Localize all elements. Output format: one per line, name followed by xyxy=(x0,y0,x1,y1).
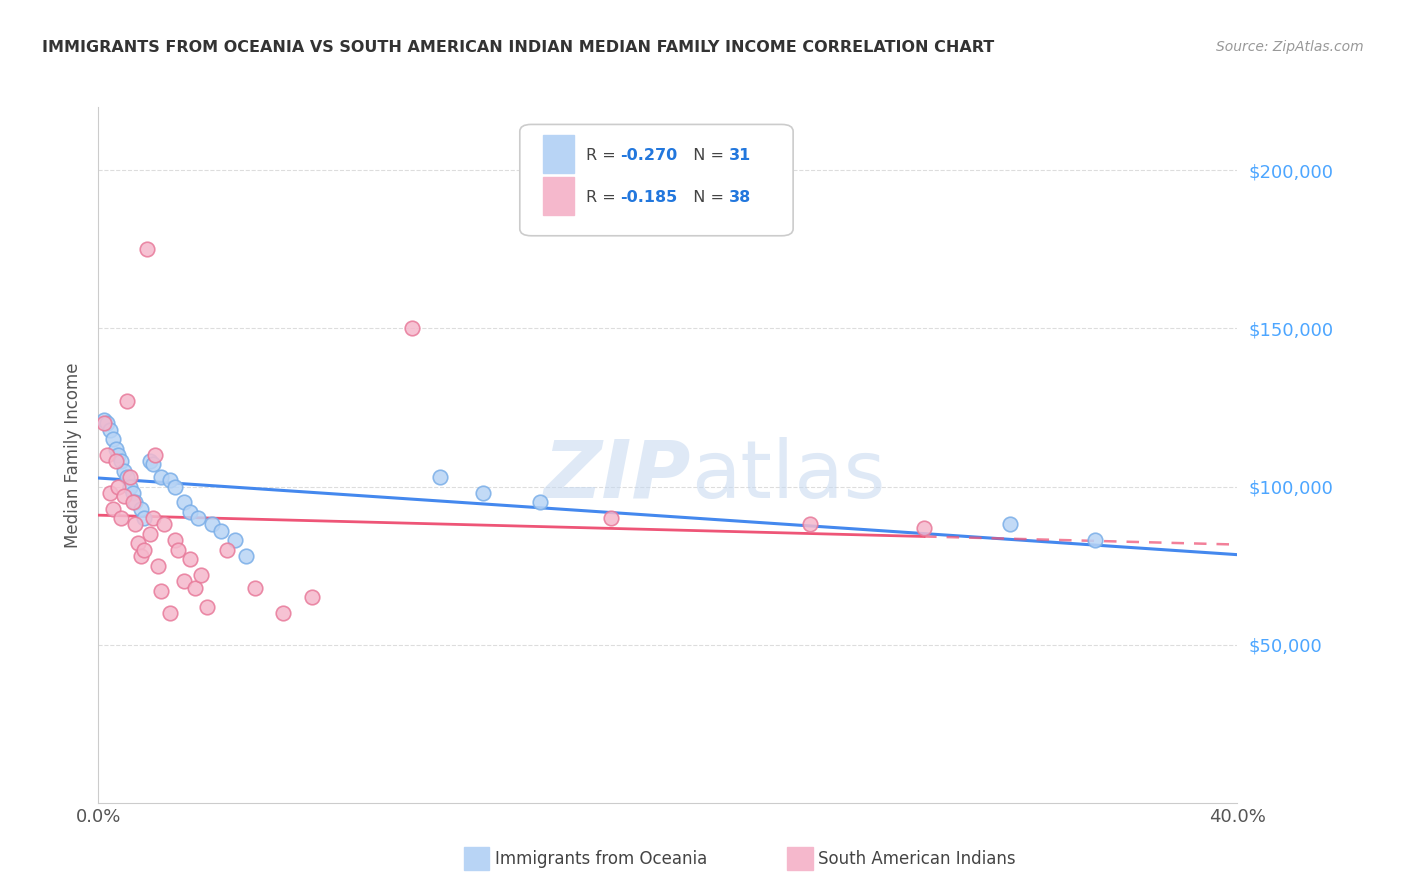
Point xyxy=(98,423,121,437)
Point xyxy=(110,454,132,468)
Point xyxy=(471,486,494,500)
Point xyxy=(121,486,143,500)
Point xyxy=(141,458,163,472)
Point xyxy=(401,321,423,335)
Point xyxy=(96,417,118,431)
Text: -0.185: -0.185 xyxy=(620,190,678,205)
Point xyxy=(201,517,224,532)
Point xyxy=(129,549,152,563)
Point xyxy=(165,533,187,548)
Text: IMMIGRANTS FROM OCEANIA VS SOUTH AMERICAN INDIAN MEDIAN FAMILY INCOME CORRELATIO: IMMIGRANTS FROM OCEANIA VS SOUTH AMERICA… xyxy=(42,40,994,55)
Point xyxy=(145,448,167,462)
Point xyxy=(93,417,115,431)
Point xyxy=(110,511,132,525)
Point xyxy=(112,464,135,478)
Point xyxy=(127,536,149,550)
Point xyxy=(179,505,201,519)
Text: South American Indians: South American Indians xyxy=(818,849,1017,868)
Point xyxy=(184,581,207,595)
Point xyxy=(101,501,124,516)
Point xyxy=(173,574,195,589)
Point xyxy=(138,527,160,541)
Point xyxy=(107,479,129,493)
Text: R =: R = xyxy=(586,190,620,205)
Text: Source: ZipAtlas.com: Source: ZipAtlas.com xyxy=(1216,40,1364,54)
Point xyxy=(243,581,266,595)
Point xyxy=(1084,533,1107,548)
Text: ZIP: ZIP xyxy=(543,437,690,515)
Point xyxy=(912,521,935,535)
Point xyxy=(195,599,218,614)
Point xyxy=(124,495,146,509)
Point xyxy=(135,243,157,257)
Text: Immigrants from Oceania: Immigrants from Oceania xyxy=(495,849,707,868)
Point xyxy=(529,495,551,509)
Point xyxy=(98,486,121,500)
Point xyxy=(101,432,124,446)
Point xyxy=(301,591,323,605)
Point xyxy=(121,495,143,509)
Point xyxy=(179,552,201,566)
Point xyxy=(150,583,173,598)
Point xyxy=(141,511,163,525)
Point xyxy=(429,470,451,484)
Text: 31: 31 xyxy=(730,148,752,163)
Point xyxy=(132,511,155,525)
Point xyxy=(273,606,295,620)
Point xyxy=(167,542,190,557)
Point xyxy=(187,511,209,525)
Point xyxy=(129,501,152,516)
Point xyxy=(215,542,238,557)
Point xyxy=(600,511,623,525)
Point xyxy=(118,470,141,484)
Point xyxy=(115,394,138,409)
Text: atlas: atlas xyxy=(690,437,884,515)
Point xyxy=(173,495,195,509)
Point xyxy=(148,558,170,573)
FancyBboxPatch shape xyxy=(520,124,793,235)
Point xyxy=(93,413,115,427)
Bar xyxy=(543,177,575,215)
Point xyxy=(107,448,129,462)
Point xyxy=(118,479,141,493)
Bar xyxy=(543,135,575,173)
Point xyxy=(112,489,135,503)
Point xyxy=(104,442,127,456)
Point xyxy=(998,517,1021,532)
Text: N =: N = xyxy=(683,148,728,163)
Point xyxy=(224,533,246,548)
Text: R =: R = xyxy=(586,148,620,163)
Text: 38: 38 xyxy=(730,190,752,205)
Point xyxy=(159,473,181,487)
Point xyxy=(159,606,181,620)
Point xyxy=(153,517,176,532)
Y-axis label: Median Family Income: Median Family Income xyxy=(65,362,83,548)
Point xyxy=(96,448,118,462)
Point xyxy=(150,470,173,484)
Text: -0.270: -0.270 xyxy=(620,148,678,163)
Point xyxy=(799,517,821,532)
Point xyxy=(124,517,146,532)
Point xyxy=(209,524,232,538)
Text: N =: N = xyxy=(683,190,728,205)
Point xyxy=(235,549,257,563)
Point xyxy=(115,470,138,484)
Point xyxy=(190,568,212,582)
Point xyxy=(165,479,187,493)
Point xyxy=(104,454,127,468)
Point xyxy=(138,454,160,468)
Point xyxy=(132,542,155,557)
